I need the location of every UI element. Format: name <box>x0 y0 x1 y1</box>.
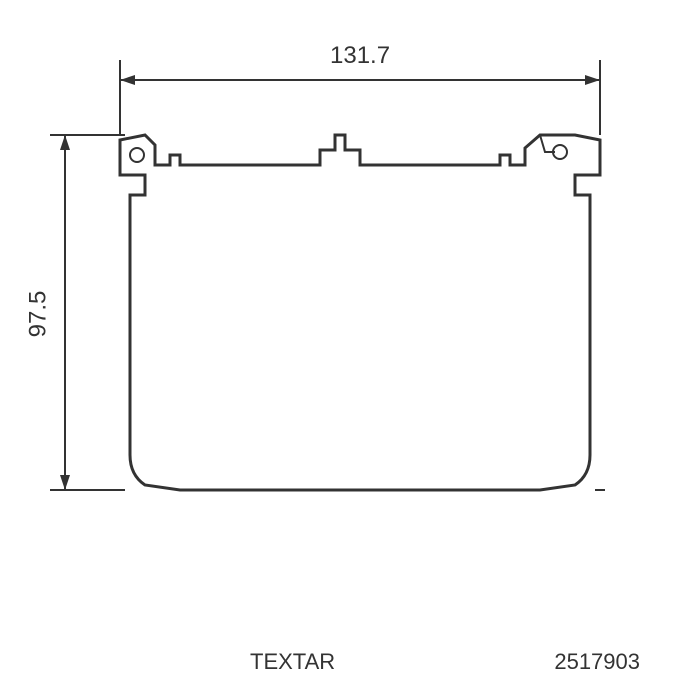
height-dimension-label: 97.5 <box>24 291 52 338</box>
technical-drawing-svg <box>0 0 700 700</box>
width-dimension-label: 131.7 <box>330 42 390 70</box>
arrow-bottom-left <box>60 475 70 490</box>
brake-pad-outline <box>120 135 600 490</box>
part-number-label: 2517903 <box>554 649 640 675</box>
brand-name: TEXTAR <box>250 649 335 675</box>
arrow-top-left <box>60 135 70 150</box>
right-mounting-hole <box>553 145 567 159</box>
left-mounting-hole <box>130 148 144 162</box>
diagram-container: 131.7 97.5 TEXTAR 2517903 <box>0 0 700 700</box>
arrow-right-top <box>585 75 600 85</box>
arrow-left-top <box>120 75 135 85</box>
